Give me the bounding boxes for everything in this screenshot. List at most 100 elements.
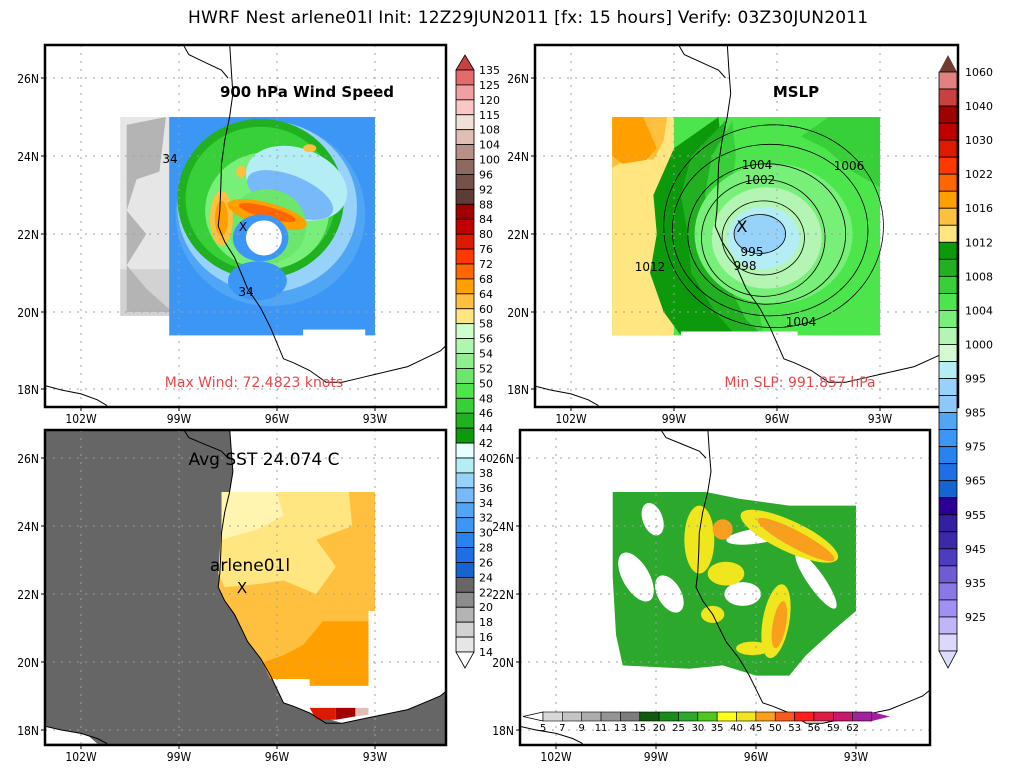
colorbar-label: 36 <box>479 482 493 495</box>
panel-axes: 102W 99W 96W 93W 26N 24N 22N 20N 18N <box>492 428 932 764</box>
colorbar-swatch <box>755 711 776 722</box>
colorbar-label: 125 <box>479 79 500 92</box>
colorbar-label: 104 <box>479 139 500 152</box>
max-wind-annotation: Max Wind: 72.4823 knots <box>165 375 343 391</box>
colorbar-swatch <box>938 565 958 584</box>
colorbar-label: 955 <box>965 509 986 522</box>
colorbar-label: 22 <box>479 586 493 599</box>
figure-title: HWRF Nest arlene01l Init: 12Z29JUN2011 [… <box>188 8 869 28</box>
colorbar-label: 88 <box>479 198 493 211</box>
coastline <box>695 430 930 724</box>
colorbar-label: 40 <box>479 452 493 465</box>
coastline <box>217 430 446 724</box>
wind-region-gray <box>126 117 173 312</box>
colorbar-swatch <box>774 711 795 722</box>
colorbar-swatch <box>620 711 641 722</box>
colorbar-swatch <box>938 122 958 141</box>
panel-title-mslp: MSLP <box>773 83 819 101</box>
field-region <box>335 707 356 720</box>
colorbar-swatch <box>938 531 958 550</box>
colorbar-label: 52 <box>479 362 493 375</box>
colorbar-swatch <box>938 497 958 516</box>
colorbar-label: 62 <box>846 723 859 734</box>
colorbar-max-arrow <box>939 55 957 72</box>
field-region <box>663 124 884 328</box>
gridlines <box>535 45 958 407</box>
field-region <box>707 561 745 586</box>
colorbar-swatch <box>938 327 958 345</box>
y-tick-label: 26N <box>492 452 514 466</box>
colorbar-swatch <box>455 636 475 653</box>
panel-axes: 102W 99W 96W 93W 26N 24N 22N 20N 18N <box>17 428 448 764</box>
x-tick-label: 102W <box>65 750 97 764</box>
gridlines <box>45 45 446 407</box>
y-tick-label: 24N <box>492 520 514 534</box>
field-region <box>733 214 786 254</box>
colorbar-label: 68 <box>479 273 493 286</box>
field-region <box>612 117 657 164</box>
colorbar-label: 1000 <box>965 338 993 351</box>
field-region <box>671 143 869 317</box>
colorbar-swatch <box>938 139 958 158</box>
colorbar-min-arrow <box>522 711 544 722</box>
field-layer <box>45 430 446 745</box>
colorbar-label: 30 <box>479 527 493 540</box>
field-layer <box>612 492 856 676</box>
field-region <box>721 200 805 276</box>
colorbar-swatch <box>938 429 958 448</box>
colorbar-label: 1012 <box>965 236 993 249</box>
colorbar-swatch <box>938 582 958 601</box>
colorbar-label: 995 <box>965 373 986 386</box>
colorbar-max-arrow <box>872 712 890 721</box>
colorbar-swatch <box>455 472 475 489</box>
x-tick-label: 99W <box>167 412 192 426</box>
colorbar-label: 108 <box>479 124 500 137</box>
colorbar-swatch <box>455 188 475 205</box>
colorbar-label: 60 <box>479 303 493 316</box>
y-tick-label: 20N <box>17 656 39 670</box>
colorbar-label: 32 <box>479 512 493 525</box>
colorbar-swatch <box>455 114 475 131</box>
colorbar-label: 35 <box>711 723 724 734</box>
colorbar-swatch <box>455 263 475 280</box>
colorbar-swatch <box>716 711 737 722</box>
colorbar-label: 935 <box>965 577 986 590</box>
x-tick-label: 102W <box>540 750 572 764</box>
colorbar-mslp: 1060 1040 1030 1022 1016 1012 1008 1004 1000 995 9… <box>938 55 993 669</box>
y-tick-label: 24N <box>17 150 39 164</box>
colorbar-swatch <box>455 99 475 116</box>
colorbar-swatch <box>852 711 873 722</box>
colorbar-swatch <box>938 633 958 652</box>
panel-title-sst: Avg SST 24.074 C <box>188 450 339 470</box>
x-tick-label: 102W <box>555 412 587 426</box>
field-layer <box>120 117 375 340</box>
y-tick-label: 22N <box>507 228 529 242</box>
colorbar-swatch <box>938 310 958 328</box>
x-tick-label: 102W <box>65 412 97 426</box>
colorbar-swatch <box>813 711 834 722</box>
colorbar-max-arrow <box>455 54 475 71</box>
colorbar-label: 92 <box>479 183 493 196</box>
field-region <box>247 170 334 220</box>
coastline <box>183 430 229 459</box>
x-tick-label: 96W <box>744 750 769 764</box>
colorbar-label: 1060 <box>965 66 993 79</box>
colorbar-label: 13 <box>614 723 627 734</box>
field-region <box>214 200 228 236</box>
panel-frame <box>518 428 932 747</box>
coastline <box>535 385 599 407</box>
colorbar-label: 1040 <box>965 100 993 113</box>
colorbar-swatch <box>938 173 958 192</box>
colorbar-label: 80 <box>479 228 493 241</box>
y-tick-label: 26N <box>17 72 39 86</box>
colorbar-label: 50 <box>769 723 782 734</box>
contour-label: 1012 <box>635 260 666 274</box>
colorbar-label: 59 <box>827 723 840 734</box>
colorbar-label: 76 <box>479 243 493 256</box>
y-tick-label: 24N <box>17 520 39 534</box>
colorbar-swatch <box>794 711 815 722</box>
y-tick-label: 18N <box>17 724 39 738</box>
colorbar-precip: 5 7 9 11 13 15 20 25 30 35 40 45 50 53 56 59 62 <box>522 711 890 734</box>
colorbar-swatch <box>455 129 475 146</box>
